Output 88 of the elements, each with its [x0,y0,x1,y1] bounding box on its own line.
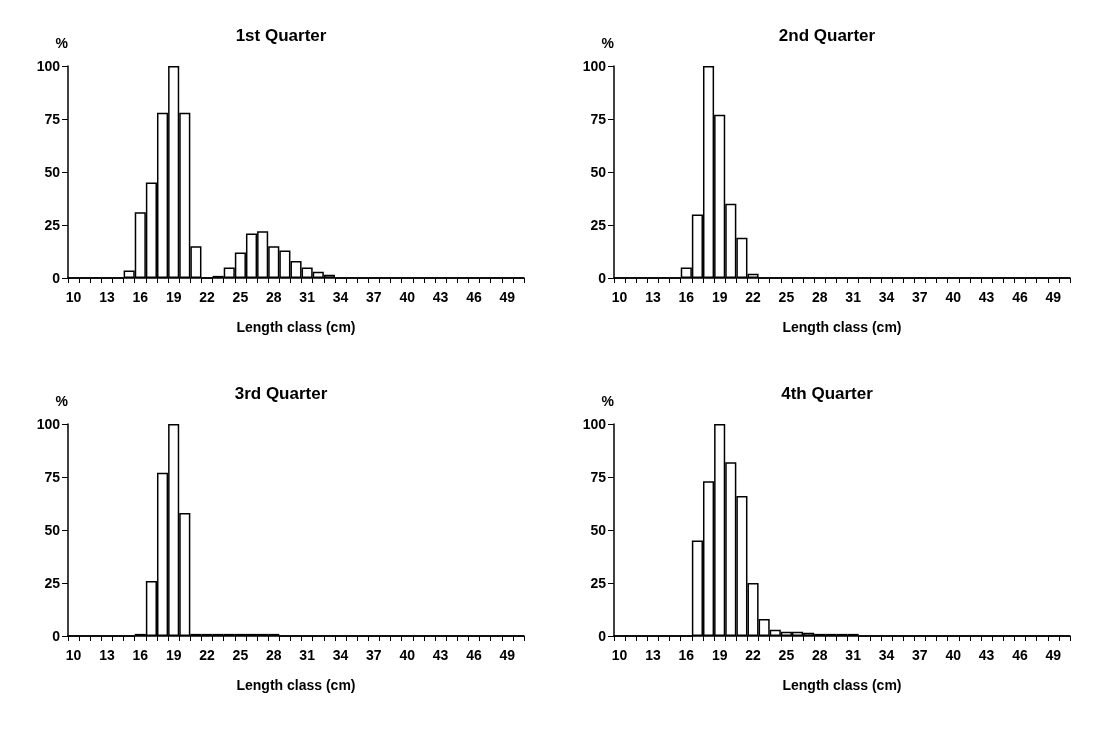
x-tick-label: 25 [778,289,795,305]
x-tick-label: 25 [778,647,795,663]
x-tick-label: 40 [945,289,962,305]
y-tick-label: 25 [44,217,61,233]
y-tick-label: 75 [44,111,61,127]
y-tick-label: 75 [590,469,607,485]
y-tick-label: 25 [590,217,607,233]
x-tick-label: 10 [611,289,628,305]
chart-title: 2nd Quarter [778,26,876,45]
x-tick-label: 19 [711,647,728,663]
y-tick-label: 75 [44,469,61,485]
y-axis-title: % [55,35,69,51]
x-tick-label: 16 [132,289,149,305]
y-tick-label: 75 [590,111,607,127]
x-tick-label: 13 [645,289,661,305]
y-axis-title: % [601,393,615,409]
y-tick-label: 25 [44,575,61,591]
x-tick-label: 16 [132,647,149,663]
x-tick-label: 43 [432,289,449,305]
x-tick-label: 22 [745,647,762,663]
x-tick-label: 10 [65,289,82,305]
x-axis-title: Length class (cm) [236,677,356,693]
x-axis-title: Length class (cm) [782,677,902,693]
x-tick-label: 34 [332,647,349,663]
x-tick-label: 43 [978,289,995,305]
x-tick-label: 31 [299,647,316,663]
y-tick-label: 100 [36,416,61,432]
x-tick-label: 19 [165,289,182,305]
x-tick-label: 46 [466,647,482,663]
y-axis-title: % [55,393,69,409]
x-tick-label: 37 [366,289,382,305]
x-tick-label: 16 [678,289,695,305]
x-tick-label: 49 [1045,289,1062,305]
x-tick-label: 16 [678,647,695,663]
x-tick-label: 19 [165,647,182,663]
x-tick-label: 37 [912,289,928,305]
y-tick-label: 0 [598,628,607,644]
x-tick-label: 22 [745,289,762,305]
x-axis-title: Length class (cm) [782,319,902,335]
x-tick-label: 31 [845,647,862,663]
x-tick-label: 13 [99,289,115,305]
x-tick-label: 34 [332,289,349,305]
y-tick-label: 50 [590,522,607,538]
x-tick-label: 34 [878,647,895,663]
x-tick-label: 34 [878,289,895,305]
x-tick-label: 49 [1045,647,1062,663]
x-tick-label: 10 [611,647,628,663]
x-tick-label: 13 [99,647,115,663]
x-tick-label: 46 [1012,647,1028,663]
x-tick-label: 40 [399,289,416,305]
x-tick-label: 31 [845,289,862,305]
y-tick-label: 50 [44,164,61,180]
y-tick-label: 50 [44,522,61,538]
y-tick-label: 25 [590,575,607,591]
x-tick-label: 28 [811,289,828,305]
y-tick-label: 0 [52,270,61,286]
x-tick-label: 22 [199,289,216,305]
x-tick-label: 28 [811,647,828,663]
x-tick-label: 43 [978,647,995,663]
y-tick-label: 100 [582,416,607,432]
x-axis-title: Length class (cm) [236,319,356,335]
x-tick-label: 22 [199,647,216,663]
x-tick-label: 49 [499,289,516,305]
x-tick-label: 49 [499,647,516,663]
x-tick-label: 37 [366,647,382,663]
x-tick-label: 46 [466,289,482,305]
x-tick-label: 10 [65,647,82,663]
x-tick-label: 40 [399,647,416,663]
x-tick-label: 25 [232,289,249,305]
x-tick-label: 25 [232,647,249,663]
x-tick-label: 19 [711,289,728,305]
y-tick-label: 0 [598,270,607,286]
x-tick-label: 40 [945,647,962,663]
x-tick-label: 13 [645,647,661,663]
x-tick-label: 46 [1012,289,1028,305]
y-tick-label: 50 [590,164,607,180]
x-tick-label: 43 [432,647,449,663]
y-axis-title: % [601,35,615,51]
chart-title: 1st Quarter [235,26,327,45]
x-tick-label: 28 [265,647,282,663]
x-tick-label: 31 [299,289,316,305]
x-tick-label: 37 [912,647,928,663]
y-tick-label: 100 [582,58,607,74]
x-tick-label: 28 [265,289,282,305]
y-tick-label: 0 [52,628,61,644]
y-tick-label: 100 [36,58,61,74]
chart-title: 3rd Quarter [234,384,328,403]
chart-title: 4th Quarter [781,384,874,403]
